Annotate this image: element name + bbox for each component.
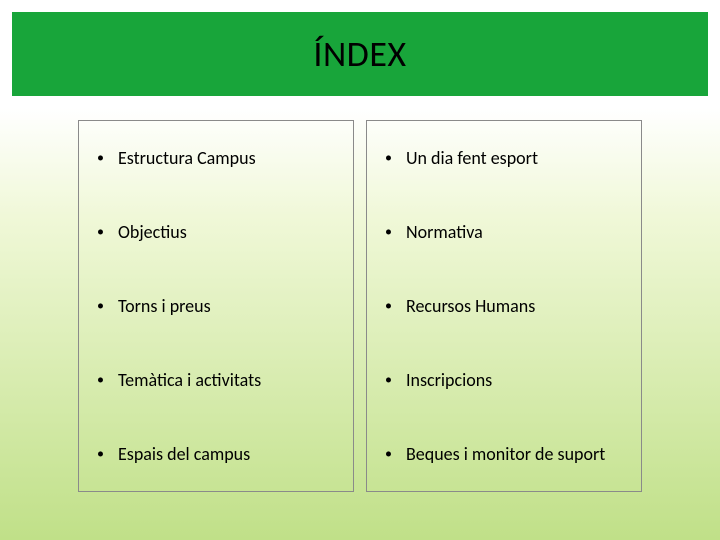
bullet-icon: • [385, 373, 392, 387]
list-item: • Un dia fent esport [367, 121, 641, 195]
bullet-icon: • [385, 299, 392, 313]
item-label: Estructura Campus [118, 147, 256, 169]
item-label: Normativa [406, 221, 483, 243]
item-label: Recursos Humans [406, 295, 535, 317]
list-item: • Torns i preus [79, 269, 353, 343]
list-item: • Inscripcions [367, 343, 641, 417]
bullet-icon: • [97, 373, 104, 387]
index-right-column: • Un dia fent esport • Normativa • Recur… [366, 120, 642, 492]
list-item: • Normativa [367, 195, 641, 269]
header-bar: ÍNDEX [12, 12, 708, 96]
page-title: ÍNDEX [313, 32, 406, 76]
bullet-icon: • [385, 151, 392, 165]
bullet-icon: • [97, 299, 104, 313]
item-label: Espais del campus [118, 443, 250, 465]
bullet-icon: • [97, 447, 104, 461]
item-label: Beques i monitor de suport [406, 443, 605, 465]
list-item: • Estructura Campus [79, 121, 353, 195]
item-label: Un dia fent esport [406, 147, 538, 169]
bullet-icon: • [385, 225, 392, 239]
index-content: • Estructura Campus • Objectius • Torns … [78, 120, 642, 492]
list-item: • Temàtica i activitats [79, 343, 353, 417]
bullet-icon: • [97, 225, 104, 239]
item-label: Objectius [118, 221, 187, 243]
bullet-icon: • [97, 151, 104, 165]
item-label: Torns i preus [118, 295, 211, 317]
item-label: Temàtica i activitats [118, 369, 261, 391]
index-left-column: • Estructura Campus • Objectius • Torns … [78, 120, 354, 492]
item-label: Inscripcions [406, 369, 492, 391]
list-item: • Beques i monitor de suport [367, 417, 641, 491]
list-item: • Espais del campus [79, 417, 353, 491]
list-item: • Recursos Humans [367, 269, 641, 343]
list-item: • Objectius [79, 195, 353, 269]
bullet-icon: • [385, 447, 392, 461]
